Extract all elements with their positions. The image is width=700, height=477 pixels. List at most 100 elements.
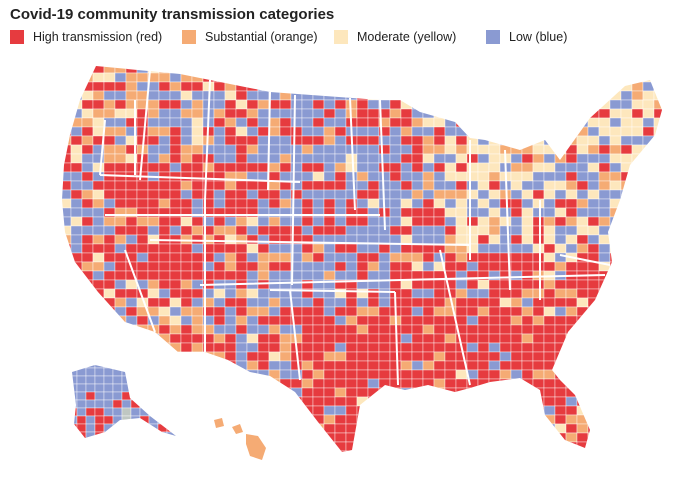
alaska-borough-cell — [148, 391, 159, 401]
alaska-borough-cell — [175, 391, 176, 401]
county-cell — [213, 99, 226, 110]
county-cell — [587, 369, 600, 380]
county-cell — [290, 432, 303, 443]
county-cell — [642, 450, 655, 452]
county-cell — [125, 351, 138, 362]
county-cell — [477, 126, 490, 137]
county-cell — [290, 144, 303, 155]
county-cell — [257, 288, 270, 299]
county-cell — [356, 306, 369, 317]
county-cell — [235, 225, 248, 236]
county-cell — [466, 198, 479, 209]
county-cell — [213, 261, 226, 272]
county-cell — [356, 99, 369, 110]
county-cell — [301, 450, 314, 452]
county-cell — [158, 117, 171, 128]
county-cell — [301, 144, 314, 155]
county-cell — [455, 333, 468, 344]
alaska-borough-cell — [157, 407, 168, 417]
county-cell — [158, 288, 171, 299]
county-cell — [279, 306, 292, 317]
county-cell — [235, 288, 248, 299]
county-cell — [147, 90, 160, 101]
county-cell — [499, 126, 512, 137]
county-cell — [334, 378, 347, 389]
county-cell — [554, 72, 567, 83]
county-cell — [499, 432, 512, 443]
county-cell — [521, 297, 534, 308]
county-cell — [521, 72, 534, 83]
county-cell — [422, 144, 435, 155]
county-cell — [257, 153, 270, 164]
county-cell — [521, 342, 534, 353]
county-cell — [499, 324, 512, 335]
county-cell — [169, 333, 182, 344]
county-cell — [301, 396, 314, 407]
county-cell — [444, 171, 457, 182]
county-cell — [92, 117, 105, 128]
county-cell — [576, 117, 589, 128]
county-cell — [147, 441, 160, 452]
county-cell — [444, 252, 457, 263]
county-cell — [510, 423, 523, 434]
county-cell — [334, 117, 347, 128]
county-cell — [70, 66, 83, 74]
county-cell — [301, 351, 314, 362]
county-cell — [488, 261, 501, 272]
county-cell — [92, 180, 105, 191]
county-cell — [158, 369, 171, 380]
county-cell — [268, 252, 281, 263]
alaska-borough-cell — [94, 415, 105, 425]
county-cell — [433, 297, 446, 308]
county-cell — [642, 207, 655, 218]
county-cell — [70, 189, 83, 200]
county-cell — [213, 333, 226, 344]
county-cell — [191, 432, 204, 443]
county-cell — [301, 99, 314, 110]
county-cell — [642, 162, 655, 173]
county-cell — [433, 396, 446, 407]
county-cell — [631, 360, 644, 371]
county-cell — [323, 306, 336, 317]
county-cell — [620, 369, 633, 380]
county-cell — [565, 324, 578, 335]
county-cell — [367, 117, 380, 128]
county-cell — [103, 315, 116, 326]
county-cell — [125, 216, 138, 227]
county-cell — [312, 396, 325, 407]
county-cell — [92, 441, 105, 452]
county-cell — [378, 378, 391, 389]
county-cell — [180, 396, 193, 407]
alaska-borough-cell — [85, 415, 96, 425]
county-cell — [92, 225, 105, 236]
county-cell — [279, 135, 292, 146]
county-cell — [521, 450, 534, 452]
county-cell — [136, 324, 149, 335]
county-cell — [455, 423, 468, 434]
county-cell — [246, 423, 259, 434]
county-cell — [136, 225, 149, 236]
legend-item-low: Low (blue) — [486, 30, 567, 44]
county-cell — [81, 108, 94, 119]
county-cell — [543, 315, 556, 326]
county-cell — [444, 324, 457, 335]
county-cell — [345, 81, 358, 92]
alaska-borough-cell — [166, 399, 176, 409]
county-cell — [576, 135, 589, 146]
county-cell — [114, 162, 127, 173]
county-cell — [81, 243, 94, 254]
alaska-borough-cell — [157, 367, 168, 377]
county-cell — [488, 279, 501, 290]
county-cell — [180, 234, 193, 245]
county-cell — [323, 180, 336, 191]
county-cell — [631, 126, 644, 137]
county-cell — [92, 252, 105, 263]
county-cell — [411, 243, 424, 254]
county-cell — [400, 144, 413, 155]
county-cell — [378, 315, 391, 326]
county-cell — [356, 333, 369, 344]
county-cell — [389, 126, 402, 137]
alaska-borough-cell — [112, 431, 123, 438]
county-cell — [554, 423, 567, 434]
county-cell — [411, 66, 424, 74]
